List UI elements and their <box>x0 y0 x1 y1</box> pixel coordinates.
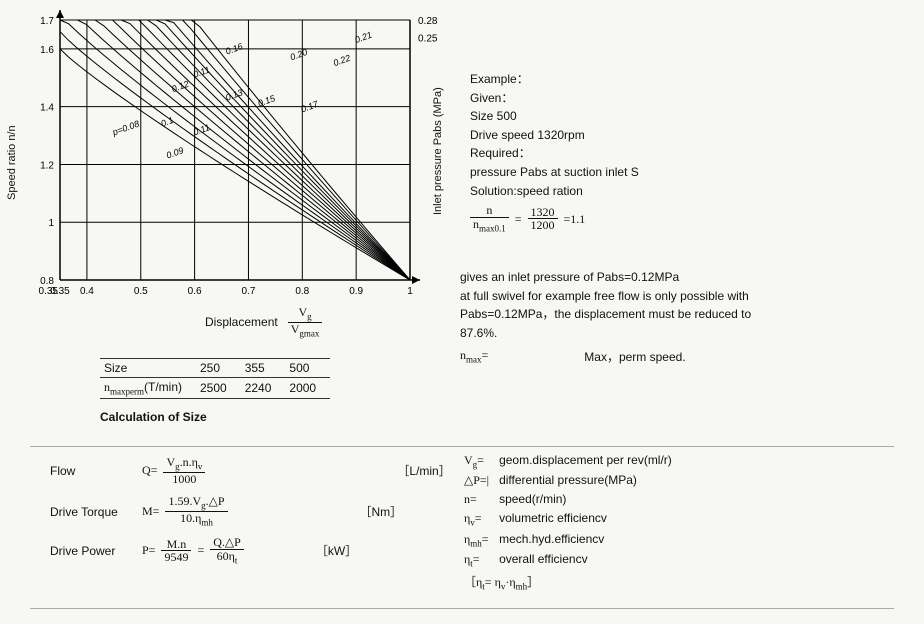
svg-text:p=0.08: p=0.08 <box>110 119 140 138</box>
svg-text:0.25: 0.25 <box>418 33 438 44</box>
formula-torque: Drive Torque M= 1.59.Vg.△P10.ηmh ［Nm］ <box>50 495 451 528</box>
ex-reqline: pressure Pabs at suction inlet S <box>470 163 639 182</box>
example-paragraph: gives an inlet pressure of Pabs=0.12MPa … <box>460 268 890 372</box>
size-col1: 250 <box>196 359 241 378</box>
ex-p1: gives an inlet pressure of Pabs=0.12MPa <box>460 268 890 287</box>
ex-nmax: nmax= Max，perm speed. <box>460 346 890 367</box>
formula-power: Drive Power P= M.n9549 = Q.△P60ηt ［kW］ <box>50 536 451 565</box>
svg-text:0.8: 0.8 <box>295 286 309 297</box>
svg-text:1.4: 1.4 <box>40 103 54 114</box>
size-rowlabel: nmaxperm(T/min) <box>100 378 196 399</box>
formula-flow: Flow Q= Vg.n.ηv1000 ［L/min］ <box>50 456 451 485</box>
svg-text:1: 1 <box>48 218 54 229</box>
y-right-label: Inlet pressure Pabs (MPa) <box>432 87 444 215</box>
ex-p4: 87.6%. <box>460 324 890 343</box>
svg-text:0.7: 0.7 <box>242 286 256 297</box>
x-label-frac: Vg Vgmax <box>288 306 323 339</box>
svg-text:0.16: 0.16 <box>224 41 244 56</box>
ex-p3: Pabs=0.12MPa，the displacement must be re… <box>460 305 890 324</box>
svg-text:0.8: 0.8 <box>40 276 54 287</box>
size-col2: 355 <box>241 359 286 378</box>
ex-heading: Example： <box>470 70 639 89</box>
example-block: Example： Given： Size 500 Drive speed 132… <box>470 70 639 238</box>
size-v1: 2240 <box>241 378 286 399</box>
svg-text:0.4: 0.4 <box>80 286 94 297</box>
svg-text:0.12: 0.12 <box>170 79 190 94</box>
ex-req: Required： <box>470 144 639 163</box>
y-left-label: Speed ratio n/n <box>6 125 18 200</box>
svg-text:1.2: 1.2 <box>40 160 54 171</box>
svg-text:0.28: 0.28 <box>418 16 438 27</box>
ex-sol: Solution:speed ration <box>470 182 639 201</box>
symbol-defs: Vg=geom.displacement per rev(ml/r) △P=|d… <box>462 450 682 594</box>
ex-ratio: nnmax0.1 = 13201200 =1.1 <box>470 204 639 233</box>
size-v0: 2500 <box>196 378 241 399</box>
svg-text:0.6: 0.6 <box>188 286 202 297</box>
x-label-text: Displacement <box>205 315 278 329</box>
calc-title: Calculation of Size <box>100 410 207 424</box>
ex-speed: Drive speed 1320rpm <box>470 126 639 145</box>
svg-text:0.22: 0.22 <box>332 53 352 68</box>
ex-given: Given： <box>470 89 639 108</box>
svg-text:1: 1 <box>407 286 413 297</box>
rule-bot <box>30 608 894 609</box>
size-table: Size 250 355 500 nmaxperm(T/min) 2500 22… <box>100 358 330 399</box>
ex-p2: at full swivel for example free flow is … <box>460 287 890 306</box>
svg-text:0.5: 0.5 <box>134 286 148 297</box>
size-col3: 500 <box>285 359 330 378</box>
x-axis-label: Displacement Vg Vgmax <box>205 306 322 339</box>
svg-text:1.6: 1.6 <box>40 45 54 56</box>
size-v2: 2000 <box>285 378 330 399</box>
size-col0: Size <box>100 359 196 378</box>
svg-text:0.09: 0.09 <box>165 145 185 160</box>
svg-text:0.9: 0.9 <box>349 286 363 297</box>
rule-top <box>30 446 894 447</box>
speed-displacement-chart: 0.350.40.50.60.70.80.910.350.811.21.41.6… <box>0 0 440 340</box>
ex-size: Size 500 <box>470 107 639 126</box>
svg-text:1.7: 1.7 <box>40 16 54 27</box>
svg-text:0.1: 0.1 <box>160 115 175 129</box>
svg-text:0.35: 0.35 <box>39 286 59 297</box>
formulas: Flow Q= Vg.n.ηv1000 ［L/min］ Drive Torque… <box>50 452 451 570</box>
